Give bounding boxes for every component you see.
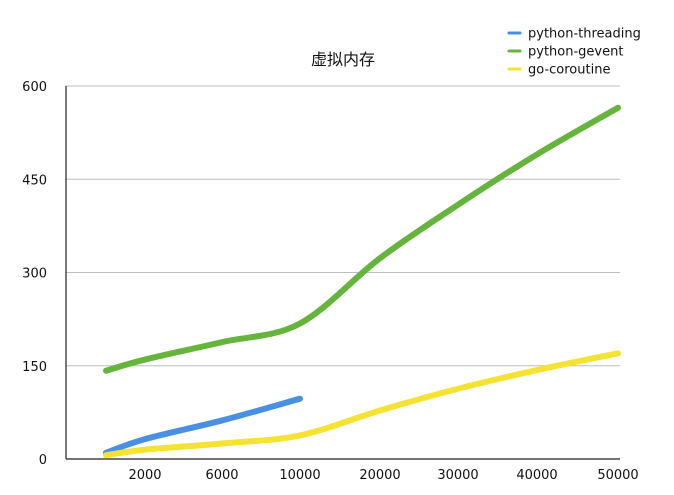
series-lines: [103, 104, 621, 459]
x-tick-labels: 2000 6000 10000 20000 30000 40000 50000: [128, 468, 638, 483]
x-tick-label: 50000: [597, 468, 638, 483]
x-tick-label: 10000: [279, 468, 320, 483]
y-tick-labels: 0 150 300 450 600: [22, 80, 47, 468]
x-tick-label: 30000: [437, 468, 478, 483]
series-line-go-coroutine: [103, 350, 621, 459]
y-tick-label: 450: [22, 173, 47, 188]
x-tick-label: 2000: [128, 468, 161, 483]
legend: python-threading python-gevent go-coroutin…: [507, 27, 641, 78]
x-tick-label: 20000: [359, 468, 400, 483]
series-line-python-gevent: [103, 104, 621, 374]
axes: [65, 86, 620, 460]
grid: [66, 85, 620, 367]
legend-label: python-threading: [528, 27, 641, 42]
x-tick-label: 6000: [205, 468, 238, 483]
legend-label: python-gevent: [528, 45, 623, 60]
legend-label: go-coroutine: [528, 63, 610, 78]
chart-title: 虚拟内存: [311, 50, 375, 69]
y-tick-label: 600: [22, 80, 47, 95]
x-tick-label: 40000: [516, 468, 557, 483]
y-tick-label: 300: [22, 267, 47, 282]
y-tick-label: 150: [22, 360, 47, 375]
y-tick-label: 0: [39, 453, 47, 468]
series-line-python-threading: [103, 395, 303, 456]
